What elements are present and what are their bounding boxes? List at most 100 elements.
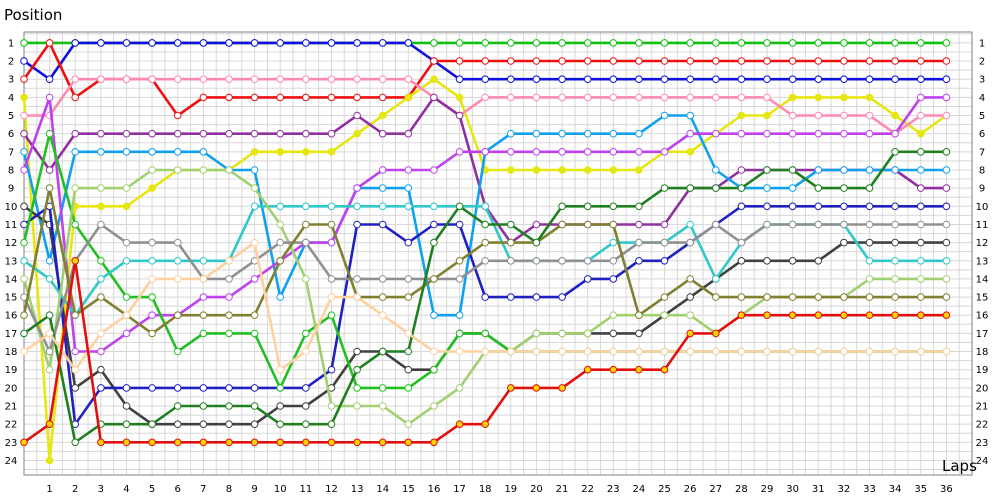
data-point (199, 293, 208, 301)
data-point (917, 93, 925, 102)
data-point (122, 202, 131, 211)
data-point (583, 329, 592, 338)
data-point (840, 57, 848, 65)
data-point (353, 184, 361, 192)
data-point (378, 129, 387, 138)
data-point (71, 184, 79, 192)
data-point (250, 75, 259, 83)
data-point (404, 293, 413, 301)
data-point (942, 39, 951, 47)
x-tick-label: 33 (863, 484, 876, 495)
data-point (199, 329, 208, 338)
data-point (327, 238, 336, 247)
y-tick-label-left: 4 (8, 93, 14, 104)
x-tick-label: 8 (226, 484, 232, 495)
data-point (430, 220, 438, 229)
data-point (891, 57, 899, 65)
data-point (481, 57, 490, 65)
y-tick-label-right: 19 (976, 365, 989, 376)
data-point (686, 57, 695, 65)
data-point (788, 220, 797, 229)
y-tick-label-left: 18 (5, 347, 18, 358)
data-point (148, 184, 156, 192)
data-point (532, 347, 541, 356)
data-point (455, 220, 464, 229)
data-point (173, 420, 182, 429)
data-point (430, 438, 438, 447)
y-tick-label-left: 15 (5, 293, 18, 304)
data-point (327, 420, 336, 429)
data-point (20, 275, 28, 283)
data-point (840, 184, 848, 192)
series-13 (20, 220, 951, 356)
data-point (635, 257, 643, 265)
data-point (250, 275, 259, 283)
data-point (404, 420, 413, 429)
data-point (97, 202, 105, 211)
data-point (225, 39, 233, 47)
data-point (660, 148, 669, 156)
y-tick-label-right: 7 (979, 147, 985, 158)
data-point (481, 420, 490, 429)
data-point (353, 402, 361, 410)
data-point (327, 129, 336, 138)
data-point (558, 347, 566, 356)
data-point (199, 311, 208, 320)
y-tick-label-right: 13 (976, 256, 989, 267)
data-point (507, 148, 515, 156)
y-tick-label-right: 6 (979, 129, 985, 140)
data-point (430, 402, 438, 410)
data-point (763, 75, 771, 83)
x-tick-label: 22 (581, 484, 594, 495)
data-point (481, 148, 490, 156)
data-point (173, 257, 182, 265)
data-point (276, 420, 285, 429)
data-point (276, 148, 285, 156)
data-point (686, 220, 695, 229)
x-tick-label: 18 (479, 484, 492, 495)
x-tick-label: 25 (658, 484, 671, 495)
data-point (840, 129, 848, 138)
data-point (173, 438, 182, 447)
data-point (712, 75, 720, 83)
data-point (891, 293, 899, 301)
data-point (917, 293, 925, 301)
x-tick-label: 29 (761, 484, 774, 495)
data-point (45, 365, 54, 374)
data-point (353, 293, 361, 301)
y-tick-label-left: 23 (5, 438, 18, 449)
data-point (71, 129, 79, 138)
data-point (917, 148, 925, 156)
data-point (942, 184, 951, 192)
data-point (558, 220, 566, 229)
data-point (609, 39, 618, 47)
data-point (250, 438, 259, 447)
data-point (122, 238, 131, 247)
data-point (840, 293, 848, 301)
data-point (763, 57, 771, 65)
data-point (199, 257, 208, 265)
data-point (532, 329, 541, 338)
data-point (532, 129, 541, 138)
data-point (814, 347, 823, 356)
y-tick-label-left: 11 (5, 220, 18, 231)
data-point (865, 347, 874, 356)
data-point (917, 111, 925, 120)
data-point (45, 420, 54, 429)
data-point (378, 402, 387, 410)
data-point (583, 257, 592, 265)
x-tick-label: 27 (709, 484, 722, 495)
data-point (148, 148, 156, 156)
data-point (532, 293, 541, 301)
data-point (891, 111, 899, 120)
data-point (609, 257, 618, 265)
data-point (917, 166, 925, 174)
x-tick-label: 10 (274, 484, 287, 495)
data-point (532, 57, 541, 65)
y-tick-label-left: 21 (5, 402, 18, 413)
data-point (353, 220, 361, 229)
data-point (840, 75, 848, 83)
data-point (302, 75, 310, 83)
data-point (788, 39, 797, 47)
data-point (737, 238, 746, 247)
